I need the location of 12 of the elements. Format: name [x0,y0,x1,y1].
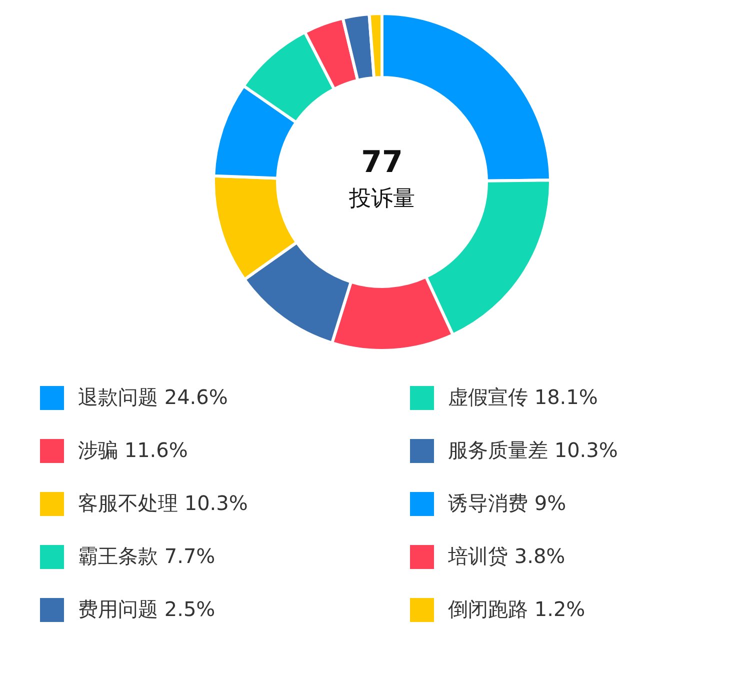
legend-label: 虚假宣传 18.1% [448,384,598,411]
legend-label: 费用问题 2.5% [78,596,216,623]
legend-label: 霸王条款 7.7% [78,543,216,570]
legend-label: 倒闭跑路 1.2% [448,596,586,623]
text: 77 [361,144,403,180]
legend-label: 退款问题 24.6% [78,384,228,411]
legend-label: 涉骗 11.6% [78,437,188,464]
legend-label: 培训贷 3.8% [448,543,566,570]
text: 投诉量 [348,186,415,212]
legend-label: 客服不处理 10.3% [78,490,248,517]
legend-label: 服务质量差 10.3% [448,437,618,464]
legend-label: 诱导消费 9% [448,490,566,517]
